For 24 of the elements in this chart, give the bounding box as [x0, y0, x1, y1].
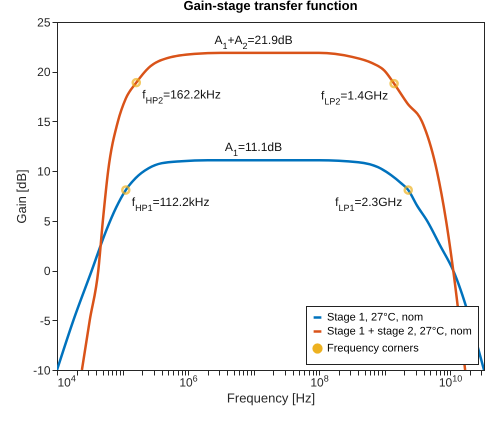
legend-label: Stage 1 + stage 2, 27°C, nom [327, 326, 472, 338]
y-tick-label: 0 [44, 264, 51, 278]
chart-title: Gain-stage transfer function [183, 0, 358, 13]
legend-label: Frequency corners [327, 342, 420, 354]
y-axis-title: Gain [dB] [14, 169, 30, 224]
legend-label: Stage 1, 27°C, nom [327, 312, 424, 324]
y-tick-label: 10 [37, 164, 51, 179]
annotation: f$_{LP2}$=1.4GHz [321, 88, 388, 107]
x-tick-label: 10$^{4}$ [58, 374, 76, 390]
annotation: A$_{1}$+A$_{2}$=21.9dB [214, 32, 293, 51]
x-tick-label: 10$^{10}$ [438, 374, 462, 390]
annotation: f$_{HP2}$=162.2kHz [142, 88, 221, 106]
annotation: f$_{HP1}$=112.2kHz [132, 195, 210, 214]
y-tick-label: 25 [37, 16, 51, 30]
y-tick-label: 5 [44, 214, 51, 228]
x-axis-title: Frequency [Hz] [226, 390, 316, 406]
annotation: A$_{1}$=11.1dB [224, 140, 282, 158]
y-tick-label: -10 [33, 364, 51, 378]
y-tick-label: -5 [40, 314, 51, 328]
x-tick-label: 10$^{6}$ [179, 374, 198, 390]
y-tick-label: 20 [37, 65, 51, 80]
x-tick-label: 10$^{8}$ [310, 374, 329, 390]
annotation: f$_{LP1}$=2.3GHz [335, 195, 402, 214]
y-tick-label: 15 [37, 114, 51, 129]
